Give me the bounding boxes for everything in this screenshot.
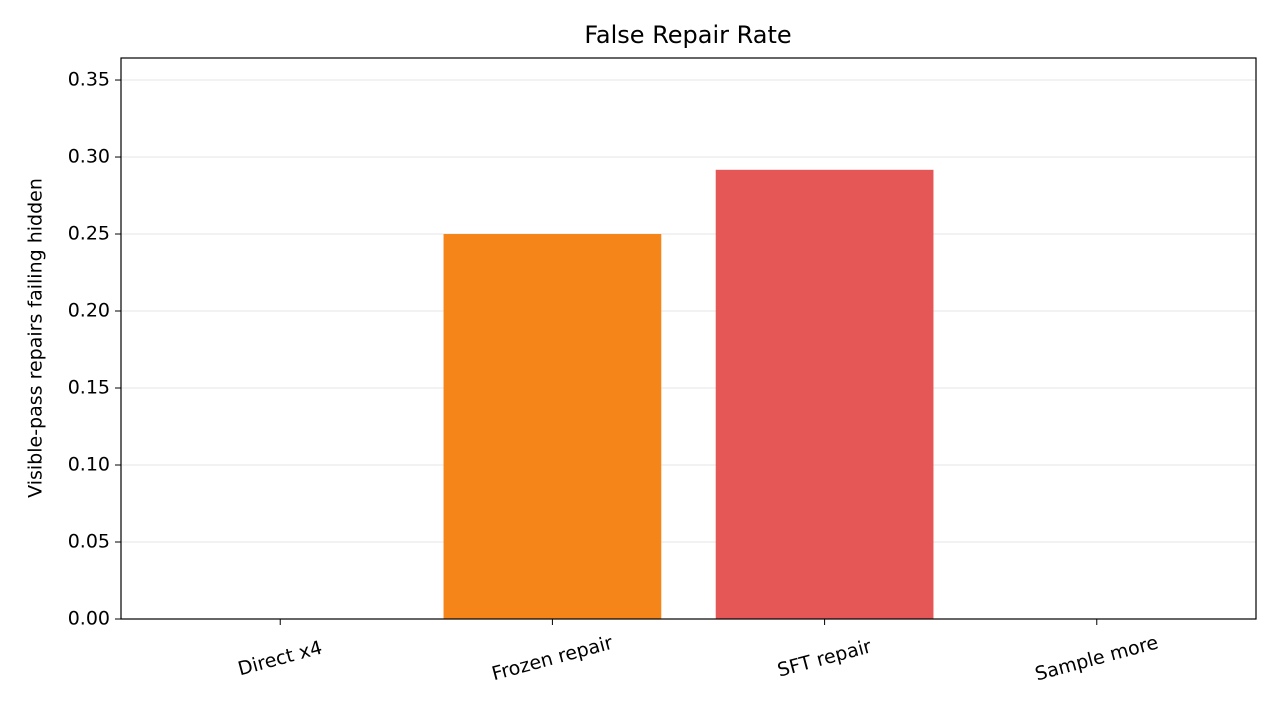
y-tick-label: 0.05 xyxy=(68,531,110,553)
x-tick-label: Sample more xyxy=(1033,632,1161,686)
y-tick-label: 0.25 xyxy=(68,223,110,245)
bar xyxy=(443,234,662,620)
y-axis-label: Visible-pass repairs failing hidden xyxy=(25,178,47,498)
y-tick-label: 0.20 xyxy=(68,300,110,322)
y-tick-label: 0.00 xyxy=(68,608,110,630)
y-tick-label: 0.35 xyxy=(68,69,110,91)
bar xyxy=(715,169,934,619)
x-tick-label: Frozen repair xyxy=(489,632,615,685)
y-tick-label: 0.10 xyxy=(68,454,110,476)
y-tick-label: 0.15 xyxy=(68,377,110,399)
chart-title: False Repair Rate xyxy=(584,21,791,49)
x-tick-label: SFT repair xyxy=(775,635,874,681)
x-tick-label: Direct x4 xyxy=(236,637,325,681)
y-tick-label: 0.30 xyxy=(68,146,110,168)
plot-frame xyxy=(120,57,1257,620)
